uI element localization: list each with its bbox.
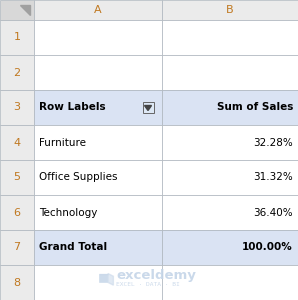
Bar (162, 90, 298, 125)
Text: A: A (94, 5, 102, 15)
Bar (162, 20, 298, 55)
Text: 6: 6 (13, 208, 21, 218)
Text: Sum of Sales: Sum of Sales (217, 103, 293, 112)
Bar (34, 90, 162, 125)
Bar (0, 0, 34, 20)
Text: 4: 4 (13, 137, 21, 148)
Text: 32.28%: 32.28% (253, 137, 293, 148)
Text: Grand Total: Grand Total (39, 242, 107, 253)
Bar (162, 160, 298, 195)
Bar (0, 230, 34, 265)
Text: 5: 5 (13, 172, 21, 182)
Text: Row Labels: Row Labels (39, 103, 105, 112)
Bar (34, 0, 162, 20)
Bar (0, 90, 34, 125)
Bar (34, 265, 162, 300)
Text: 8: 8 (13, 278, 21, 287)
Bar (0, 265, 34, 300)
Polygon shape (108, 274, 114, 285)
Text: Furniture: Furniture (39, 137, 86, 148)
Bar (0, 160, 34, 195)
Bar (34, 55, 162, 90)
Bar (162, 125, 298, 160)
Bar (0, 20, 34, 55)
Text: 100.00%: 100.00% (242, 242, 293, 253)
Bar (34, 160, 162, 195)
Text: 31.32%: 31.32% (253, 172, 293, 182)
Bar (162, 230, 298, 265)
Polygon shape (20, 5, 30, 15)
Bar (162, 0, 298, 20)
Text: Office Supplies: Office Supplies (39, 172, 117, 182)
Bar (0, 55, 34, 90)
Polygon shape (145, 106, 151, 110)
Bar (34, 125, 162, 160)
Bar (0, 125, 34, 160)
Text: 36.40%: 36.40% (253, 208, 293, 218)
Text: 7: 7 (13, 242, 21, 253)
Text: EXCEL · DATA · BI: EXCEL · DATA · BI (116, 283, 180, 287)
Bar (162, 55, 298, 90)
Bar (34, 20, 162, 55)
Bar (142, 102, 153, 113)
Bar (34, 195, 162, 230)
Bar (162, 265, 298, 300)
Text: B: B (226, 5, 234, 15)
Text: Technology: Technology (39, 208, 97, 218)
Bar (0, 195, 34, 230)
Text: 2: 2 (13, 68, 21, 77)
Text: 1: 1 (13, 32, 21, 43)
Text: 3: 3 (13, 103, 21, 112)
Bar (34, 230, 162, 265)
Text: exceldemy: exceldemy (116, 269, 196, 283)
Bar (162, 195, 298, 230)
FancyBboxPatch shape (99, 274, 108, 283)
